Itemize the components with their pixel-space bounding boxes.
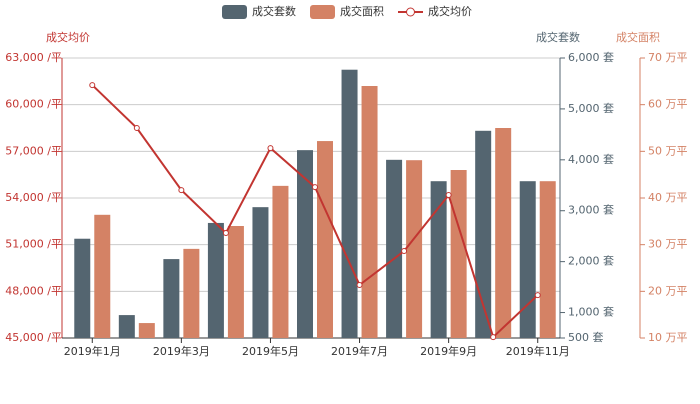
bar (272, 185, 289, 338)
y2-tick-label: 500 套 (568, 331, 604, 344)
x-tick-label: 2019年3月 (153, 344, 210, 358)
y3-axis-title: 成交面积 (616, 30, 660, 44)
y-tick-label: 54,000 /平 (5, 191, 62, 204)
y-tick-label: 45,000 /平 (5, 331, 62, 344)
y3-tick-label: 70 万平 (648, 51, 688, 64)
legend-label: 成交面积 (340, 4, 384, 18)
y-tick-label: 57,000 /平 (5, 144, 62, 157)
legend-swatch (310, 5, 335, 19)
bar (386, 159, 403, 338)
x-tick-label: 2019年11月 (506, 344, 570, 358)
y-tick-label: 60,000 /平 (5, 98, 62, 111)
bar (539, 181, 556, 338)
y2-tick-label: 5,000 套 (568, 102, 614, 115)
y2-tick-label: 2,000 套 (568, 255, 614, 268)
bar (495, 128, 512, 338)
bar (138, 323, 155, 338)
x-tick-label: 2019年1月 (64, 344, 121, 358)
line-point (445, 192, 452, 199)
bar (430, 181, 447, 338)
y3-tick-label: 30 万平 (648, 238, 688, 251)
y-tick-label: 63,000 /平 (5, 51, 62, 64)
line-point (356, 281, 363, 288)
bar (406, 160, 423, 338)
line-point (178, 187, 185, 194)
legend-swatch (222, 5, 247, 19)
line-point (490, 334, 497, 341)
line-point (312, 184, 318, 191)
legend-swatch (406, 7, 415, 17)
bar (207, 222, 224, 338)
legend-label: 成交套数 (252, 4, 296, 18)
y2-tick-label: 4,000 套 (568, 153, 614, 166)
bar (118, 315, 135, 338)
bar (227, 226, 244, 338)
y2-tick-label: 1,000 套 (568, 306, 614, 319)
x-tick-label: 2019年5月 (242, 344, 299, 358)
bar (74, 238, 91, 338)
line (91, 84, 539, 339)
x-tick-label: 2019年9月 (420, 344, 477, 358)
y-axis-title: 成交均价 (46, 30, 90, 44)
bar (475, 130, 492, 338)
y3-tick-label: 20 万平 (648, 284, 688, 297)
line-point (401, 248, 408, 255)
bar (163, 259, 180, 338)
line-point (133, 125, 140, 131)
x-tick-label: 2019年7月 (331, 344, 388, 358)
bar (94, 214, 111, 338)
line-point (267, 145, 274, 152)
bar (519, 181, 536, 338)
y3-tick-label: 40 万平 (648, 191, 688, 204)
y3-tick-label: 60 万平 (648, 98, 688, 111)
y-tick-label: 48,000 /平 (5, 284, 62, 297)
y2-tick-label: 3,000 套 (568, 204, 614, 217)
y2-axis-title: 成交套数 (536, 30, 580, 44)
bar (252, 207, 269, 338)
y3-tick-label: 10 万平 (648, 331, 688, 344)
bar (183, 248, 200, 338)
bar (361, 86, 378, 338)
line-point (222, 230, 229, 236)
bar (341, 69, 358, 338)
y3-tick-label: 50 万平 (648, 144, 688, 157)
y-tick-label: 51,000 /平 (5, 238, 62, 251)
legend-label: 成交均价 (428, 4, 472, 18)
bar (450, 170, 467, 338)
line-point (89, 82, 96, 89)
bar (297, 150, 313, 338)
y2-tick-label: 6,000 套 (568, 51, 614, 64)
bar (317, 141, 333, 338)
line-point (534, 292, 541, 299)
